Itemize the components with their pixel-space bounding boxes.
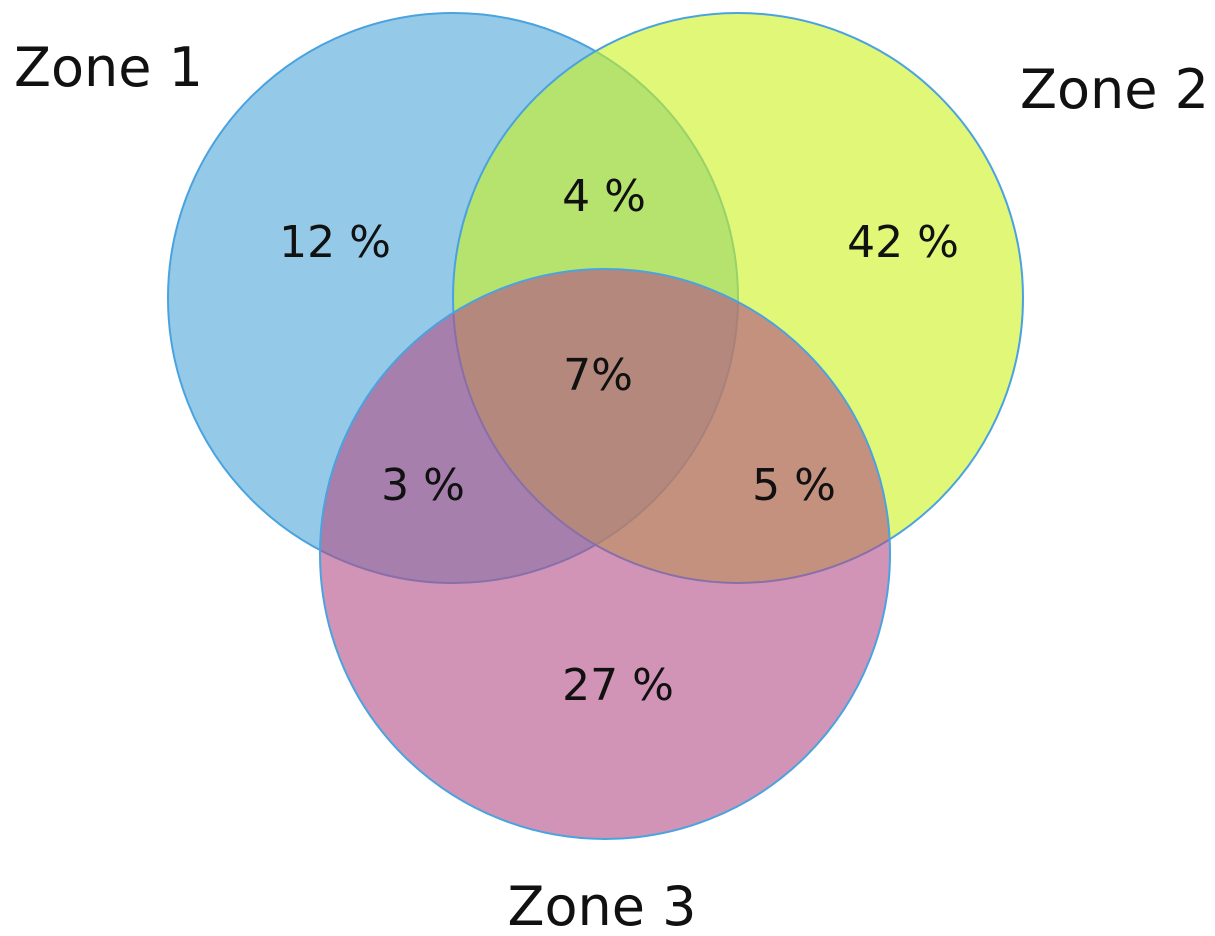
zone-1-label: Zone 1: [14, 36, 203, 99]
zone-2-3-value: 5 %: [752, 460, 836, 511]
only-zone-1-value: 12 %: [279, 217, 391, 268]
only-zone-3-value: 27 %: [562, 660, 674, 711]
zone-1-3-value: 3 %: [381, 460, 465, 511]
only-zone-2-value: 42 %: [847, 217, 959, 268]
zone-1-2-value: 4 %: [562, 171, 646, 222]
zone-3-label: Zone 3: [508, 875, 697, 936]
zone-2-label: Zone 2: [1020, 58, 1209, 121]
all-zones-value: 7%: [563, 350, 633, 401]
zone-3-circle: [319, 268, 891, 840]
